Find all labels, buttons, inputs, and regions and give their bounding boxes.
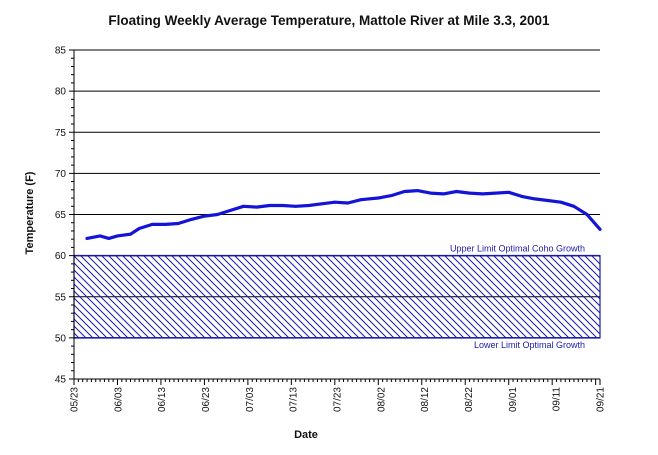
- temperature-point-2001-06-28: [229, 209, 232, 212]
- temperature-point-2001-09-09: [546, 199, 550, 202]
- temperature-point-2001-09-15: [572, 204, 576, 208]
- temperature-point-2001-08-04: [389, 194, 393, 198]
- temperature-point-2001-08-01: [376, 196, 380, 200]
- x-tick-label-06-03: 06/03: [113, 387, 124, 412]
- temperature-point-2001-07-19: [320, 202, 324, 206]
- temperature-point-2001-07-10: [281, 204, 285, 207]
- temperature-point-2001-07-28: [359, 198, 363, 202]
- x-axis-title: Date: [294, 429, 318, 441]
- temperature-point-2001-08-07: [403, 190, 406, 193]
- temperature-point-2001-09-21: [598, 227, 602, 231]
- x-tick-label-08-22: 08/22: [464, 387, 475, 412]
- temperature-point-2001-08-28: [494, 191, 498, 195]
- x-tick-label-05-23: 05/23: [70, 387, 81, 412]
- series-layer: [85, 189, 602, 240]
- y-tick-label-70: 70: [55, 169, 67, 180]
- temperature-point-2001-07-22: [333, 200, 337, 204]
- optimal-growth-band: [73, 254, 601, 339]
- temperature-point-2001-08-19: [455, 190, 458, 193]
- lower-limit-label: Lower Limit Optimal Growth: [474, 340, 585, 350]
- x-tick-labels: 05/23 06/03 06/13 06/23 07/03 07/13 07/23 08/02…: [70, 387, 607, 412]
- temperature-point-2001-07-16: [307, 204, 311, 207]
- temperature-point-2001-07-01: [242, 204, 245, 208]
- axes: [69, 49, 601, 385]
- temperature-point-2001-06-10: [150, 223, 154, 226]
- temperature-point-2001-09-06: [533, 197, 537, 201]
- y-tick-label-50: 50: [55, 333, 67, 344]
- temperature-point-2001-08-25: [481, 192, 484, 196]
- x-tick-label-07-03: 07/03: [245, 387, 256, 412]
- temperature-point-2001-05-29: [98, 234, 102, 238]
- x-tick-label-06-23: 06/23: [201, 387, 212, 412]
- y-tick-label-85: 85: [55, 46, 67, 57]
- x-tick-label-09-21: 09/21: [596, 387, 607, 412]
- temperature-point-2001-06-22: [203, 214, 206, 218]
- y-tick-label-55: 55: [55, 292, 67, 303]
- temperature-point-2001-09-03: [520, 195, 524, 198]
- y-tick-label-45: 45: [55, 375, 67, 386]
- temperature-point-2001-08-10: [416, 189, 419, 193]
- x-tick-label-09-01: 09/01: [508, 387, 519, 412]
- temperature-point-2001-08-22: [468, 191, 471, 195]
- temperature-point-2001-07-07: [268, 204, 271, 207]
- y-tick-label-65: 65: [55, 210, 67, 221]
- optimal-band-area: [73, 255, 601, 339]
- y-tick-label-60: 60: [55, 251, 67, 262]
- chart-title: Floating Weekly Average Temperature, Mat…: [108, 13, 550, 28]
- temperature-point-2001-06-16: [176, 222, 180, 225]
- temperature-point-2001-09-12: [559, 200, 563, 204]
- temperature-point-2001-07-13: [294, 204, 298, 208]
- temperature-point-2001-08-16: [442, 192, 445, 196]
- upper-limit-label: Upper Limit Optimal Coho Growth: [450, 244, 585, 254]
- y-tick-label-80: 80: [55, 87, 67, 98]
- y-tick-labels: 45 50 55 60 65 70 75 80 85: [55, 46, 67, 386]
- temperature-point-2001-06-25: [216, 213, 219, 216]
- temperature-point-2001-08-31: [507, 190, 511, 194]
- temperature-point-2001-07-04: [255, 205, 258, 209]
- temperature-point-2001-06-13: [163, 223, 167, 226]
- temperature-point-2001-05-31: [107, 237, 111, 240]
- x-tick-label-08-02: 08/02: [376, 387, 387, 412]
- temperature-point-2001-06-19: [190, 218, 193, 221]
- x-tick-label-06-13: 06/13: [157, 387, 168, 412]
- temperature-point-2001-06-05: [129, 232, 132, 236]
- y-axis-title: Temperature (F): [24, 171, 36, 254]
- temperature-point-2001-07-25: [346, 201, 350, 205]
- temperature-point-2001-06-07: [137, 227, 141, 230]
- y-tick-label-75: 75: [55, 128, 67, 139]
- temperature-point-2001-05-26: [85, 237, 89, 240]
- x-tick-label-07-13: 07/13: [289, 387, 300, 412]
- temperature-point-2001-09-18: [585, 213, 589, 216]
- x-tick-label-08-12: 08/12: [420, 387, 431, 412]
- temperature-point-2001-06-02: [116, 234, 119, 238]
- x-tick-label-07-23: 07/23: [333, 387, 344, 412]
- temperature-point-2001-08-13: [429, 191, 432, 195]
- x-tick-label-09-11: 09/11: [552, 387, 563, 412]
